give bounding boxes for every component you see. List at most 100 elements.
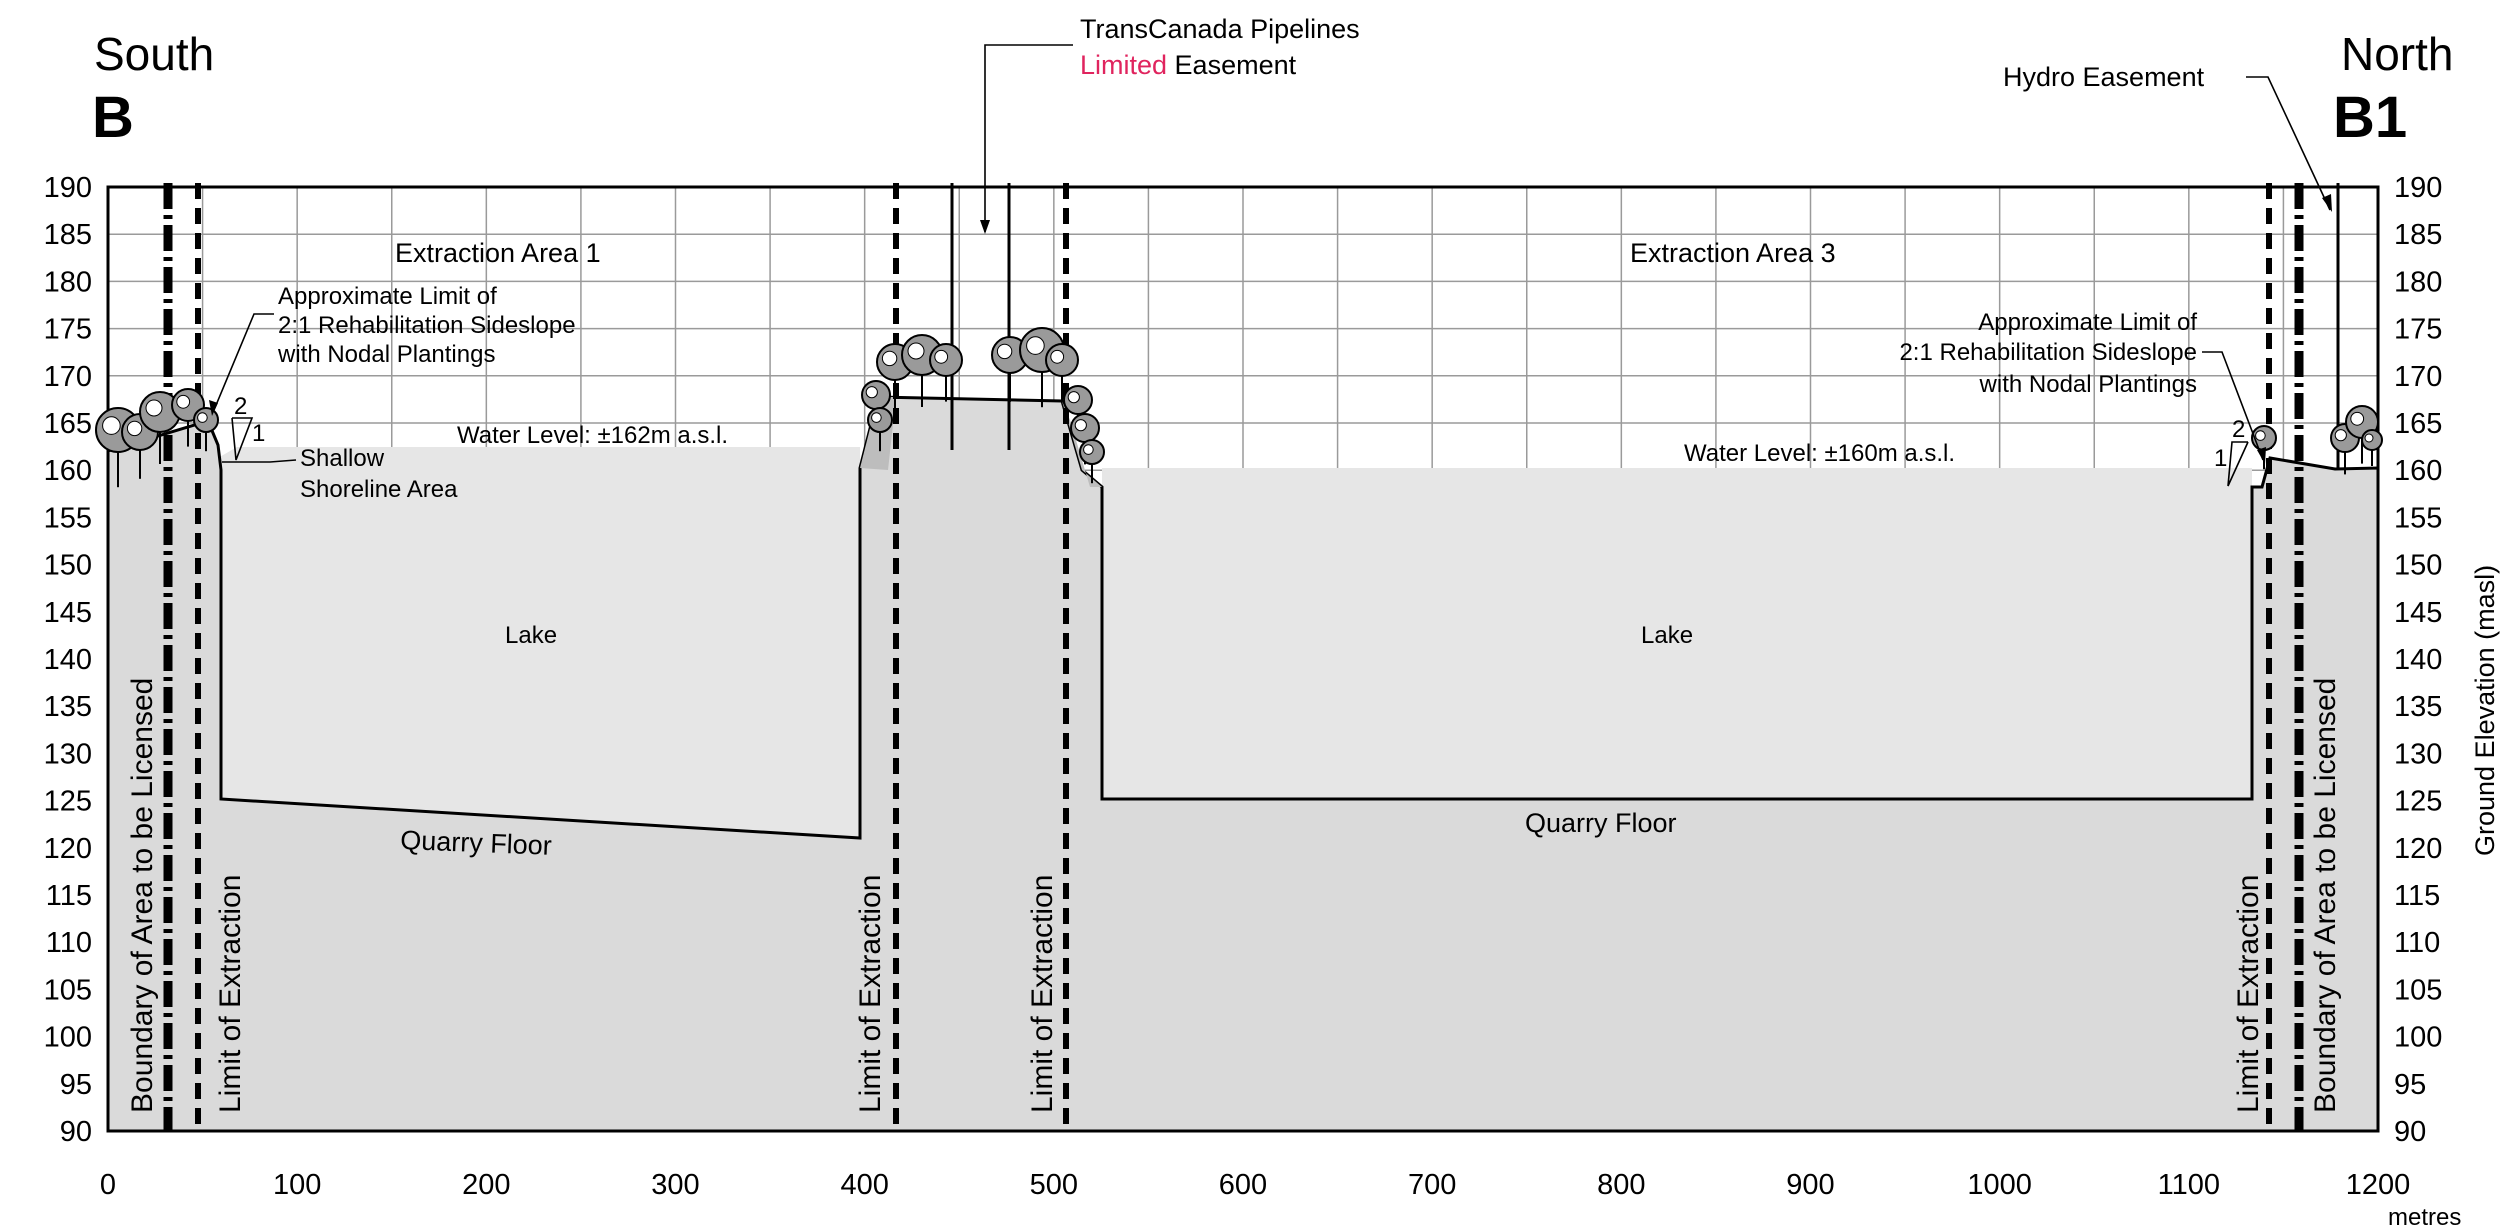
y-tick-left: 120 <box>44 833 92 865</box>
y-tick-left: 150 <box>44 550 92 582</box>
x-axis: 0 100 200 300 400 500 600 700 800 900 1000 1100 1200 <box>100 1169 2410 1201</box>
slope-right-2: 2 <box>2232 416 2245 443</box>
y-tick-right: 145 <box>2394 597 2442 629</box>
y-tick-left: 155 <box>44 502 92 534</box>
y-tick-left: 165 <box>44 408 92 440</box>
y-axis-title: Ground Elevation (masl) <box>2470 565 2500 856</box>
water-level-1-label: Water Level: ±162m a.s.l. <box>457 422 728 449</box>
hydro-arrowhead <box>2322 194 2332 212</box>
rehab-left-line-3: with Nodal Plantings <box>277 341 495 368</box>
tree-plantings <box>95 327 2383 488</box>
x-tick: 500 <box>1030 1169 1078 1201</box>
water-level-3-label: Water Level: ±160m a.s.l. <box>1684 440 1955 467</box>
rehab-right-arrowhead <box>2257 447 2266 464</box>
y-tick-right: 175 <box>2394 314 2442 346</box>
section-b-label: B <box>92 85 134 150</box>
slope-left-2: 2 <box>234 393 247 420</box>
x-tick: 600 <box>1219 1169 1267 1201</box>
y-tick-right: 115 <box>2394 880 2440 912</box>
lake-label-1: Lake <box>505 622 557 649</box>
y-tick-right: 105 <box>2394 974 2442 1006</box>
y-tick-right: 185 <box>2394 219 2442 251</box>
plot-frame <box>106 185 2380 1133</box>
y-tick-right: 180 <box>2394 266 2442 298</box>
y-tick-left: 170 <box>44 361 92 393</box>
y-tick-left: 135 <box>44 691 92 723</box>
x-tick: 900 <box>1786 1169 1834 1201</box>
tree-icon <box>991 336 1029 402</box>
y-tick-left: 100 <box>44 1022 92 1054</box>
y-tick-right: 150 <box>2394 550 2442 582</box>
y-tick-left: 175 <box>44 314 92 346</box>
extraction-area-1-title: Extraction Area 1 <box>395 238 601 268</box>
y-tick-right: 90 <box>2394 1116 2426 1148</box>
limit-extraction-mid-right-label: Limit of Extraction <box>1026 875 1059 1113</box>
y-tick-left: 140 <box>44 644 92 676</box>
shallow-label-line-2: Shoreline Area <box>300 476 458 503</box>
rehab-right-line-2: 2:1 Rehabilitation Sideslope <box>1899 339 2197 366</box>
x-unit-label: metres <box>2388 1204 2461 1225</box>
rehab-left-line-1: Approximate Limit of <box>278 283 497 310</box>
slope-left-1: 1 <box>252 420 265 447</box>
x-tick: 700 <box>1408 1169 1456 1201</box>
x-tick: 100 <box>273 1169 321 1201</box>
tree-icon <box>929 343 963 402</box>
boundary-licensed-right-label: Boundary of Area to be Licensed <box>2309 678 2342 1113</box>
y-tick-right: 135 <box>2394 691 2442 723</box>
rehab-left-leader <box>213 313 274 411</box>
x-tick: 400 <box>840 1169 888 1201</box>
south-label: South <box>94 28 214 80</box>
rehab-left-arrowhead <box>209 400 218 416</box>
x-tick: 1200 <box>2346 1169 2411 1201</box>
north-label: North <box>2341 28 2453 80</box>
tcpl-easement-label: Limited Easement <box>1080 50 1297 80</box>
rehab-left-line-2: 2:1 Rehabilitation Sideslope <box>278 312 576 339</box>
shallow-leader <box>222 459 297 463</box>
y-tick-left: 130 <box>44 738 92 770</box>
y-tick-left: 190 <box>44 172 92 204</box>
y-tick-left: 180 <box>44 266 92 298</box>
y-tick-left: 90 <box>60 1116 92 1148</box>
lake-area-1 <box>197 447 860 838</box>
y-tick-left: 145 <box>44 597 92 629</box>
slope-triangle-right <box>2227 441 2249 487</box>
y-tick-right: 170 <box>2394 361 2442 393</box>
boundary-licensed-left-label: Boundary of Area to be Licensed <box>126 678 159 1113</box>
limit-extraction-left-label: Limit of Extraction <box>214 875 247 1113</box>
y-tick-right: 140 <box>2394 644 2442 676</box>
tree-icon <box>2361 429 2383 466</box>
y-tick-left: 95 <box>60 1069 92 1101</box>
x-tick: 0 <box>100 1169 116 1201</box>
section-b1-label: B1 <box>2333 85 2407 150</box>
tree-icon <box>139 391 181 464</box>
x-tick: 1000 <box>1967 1169 2032 1201</box>
tcpl-label: TransCanada Pipelines <box>1080 14 1360 44</box>
slope-triangle-left <box>231 417 254 461</box>
rehab-right-line-3: with Nodal Plantings <box>1979 371 2197 398</box>
rehab-right-line-1: Approximate Limit of <box>1978 309 2197 336</box>
quarry-floor-label-3: Quarry Floor <box>1525 808 1677 838</box>
extraction-area-3-title: Extraction Area 3 <box>1630 238 1836 268</box>
y-tick-right: 165 <box>2394 408 2442 440</box>
y-tick-right: 160 <box>2394 455 2442 487</box>
y-tick-right: 155 <box>2394 502 2442 534</box>
y-tick-right: 120 <box>2394 833 2442 865</box>
y-tick-right: 110 <box>2394 927 2440 959</box>
quarry-floor-label-1: Quarry Floor <box>400 825 553 861</box>
y-tick-left: 160 <box>44 455 92 487</box>
y-tick-right: 190 <box>2394 172 2442 204</box>
tree-icon <box>867 407 893 452</box>
y-tick-left: 110 <box>46 927 92 959</box>
y-tick-right: 95 <box>2394 1069 2426 1101</box>
y-axis-left: 90 95 100 105 110 115 120 125 130 135 140 145 150 155… <box>44 172 92 1148</box>
y-tick-left: 185 <box>44 219 92 251</box>
x-tick: 300 <box>651 1169 699 1201</box>
y-tick-left: 115 <box>46 880 92 912</box>
tcpl-limited-text: Limited <box>1080 50 1167 80</box>
slope-right-1: 1 <box>2214 445 2227 472</box>
tree-icon <box>1079 439 1105 484</box>
tree-icon <box>1045 343 1079 402</box>
y-tick-right: 100 <box>2394 1022 2442 1054</box>
lake-label-3: Lake <box>1641 622 1693 649</box>
